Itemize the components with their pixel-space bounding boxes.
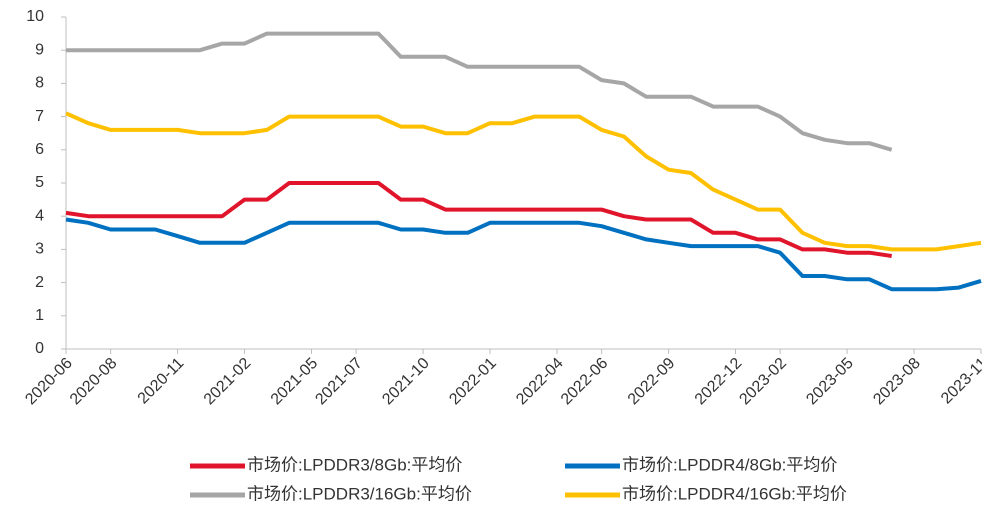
x-tick-label: 2020-08 [67,355,121,409]
x-tick-label: 2022-04 [513,355,567,409]
x-tick-label: 2023-11 [938,355,982,408]
legend-label: 市场价:LPDDR3/16Gb:平均价 [247,484,472,503]
y-tick-label: 6 [35,141,44,158]
y-tick-label: 9 [35,41,44,58]
x-tick-label: 2021-05 [268,355,322,409]
x-tick-label: 2020-11 [135,355,188,408]
series-line [65,111,982,252]
y-tick-label: 7 [35,108,44,125]
x-tick-label: 2021-07 [312,355,366,409]
x-tick-label: 2022-09 [625,355,679,409]
y-tick-label: 10 [26,8,44,25]
x-tick-label: 2022-01 [446,355,500,409]
y-tick-label: 8 [35,75,44,92]
x-tick-label: 2022-12 [692,355,746,409]
y-tick-label: 0 [35,340,44,357]
legend-label: 市场价:LPDDR4/8Gb:平均价 [622,455,837,474]
series-line [65,181,892,258]
series-line [66,31,893,152]
x-tick-label: 2022-06 [558,355,612,409]
y-tick-label: 1 [35,307,44,324]
legend-label: 市场价:LPDDR4/16Gb:平均价 [622,484,847,503]
x-tick-label: 2023-08 [870,355,924,409]
y-tick-label: 4 [35,207,44,224]
x-tick-label: 2023-02 [736,355,790,409]
x-tick-label: 2020-06 [22,355,76,409]
x-tick-label: 2021-10 [379,355,433,409]
y-tick-label: 5 [35,174,44,191]
series-line [65,217,982,292]
y-tick-label: 2 [35,274,44,291]
x-tick-label: 2021-02 [201,355,255,409]
legend-label: 市场价:LPDDR3/8Gb:平均价 [247,455,462,474]
x-tick-label: 2023-05 [803,355,857,409]
y-tick-label: 3 [35,241,44,258]
